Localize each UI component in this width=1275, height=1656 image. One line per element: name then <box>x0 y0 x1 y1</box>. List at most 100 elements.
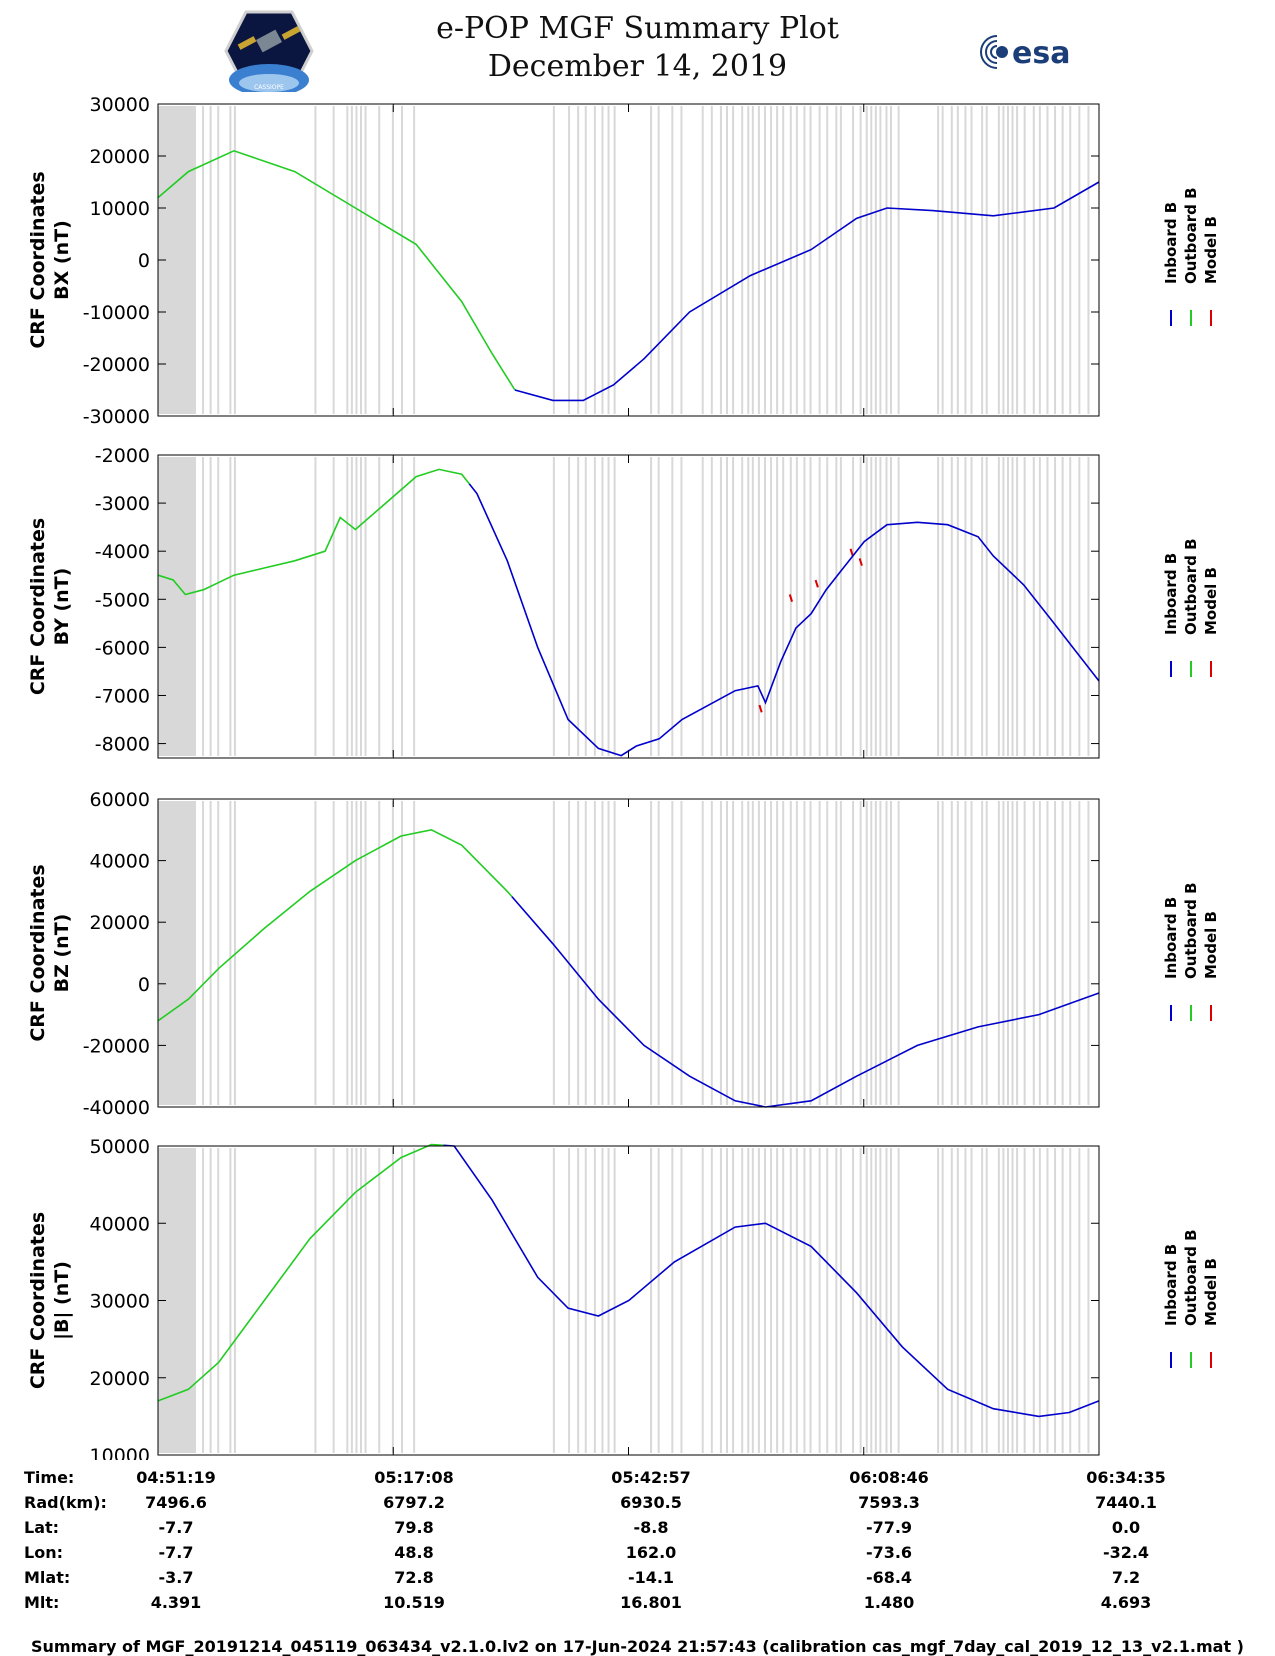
data-gap-band <box>941 801 944 1105</box>
data-gap-band <box>937 801 940 1105</box>
data-gap-band <box>1054 801 1057 1105</box>
data-gap-band <box>897 457 900 756</box>
data-gap-band <box>726 457 729 756</box>
data-gap-band <box>757 106 760 414</box>
y-axis-label: BY (nT) <box>51 568 73 646</box>
data-gap-band <box>859 106 862 414</box>
mlat-value: -14.1 <box>627 1568 675 1587</box>
data-gap-band <box>1087 106 1090 414</box>
data-gap-band <box>657 1148 660 1453</box>
data-gap-band <box>217 457 220 756</box>
data-gap-band <box>835 106 838 414</box>
y-tick-label: -30000 <box>83 406 150 428</box>
data-gap-band <box>233 457 236 756</box>
data-gap-band <box>1006 106 1009 414</box>
data-gap-band <box>568 1148 571 1453</box>
radius-row: Rad(km): 7496.6 6797.2 6930.5 7593.3 744… <box>20 1493 1260 1518</box>
data-gap-band <box>1078 106 1081 414</box>
model-b-spike <box>814 579 819 588</box>
outboard-b-line <box>157 149 516 391</box>
data-gap-band <box>1069 1148 1072 1453</box>
data-gap-band <box>1016 457 1019 756</box>
data-gap-band <box>890 801 893 1105</box>
data-gap-band <box>885 106 888 414</box>
outboard-b-line <box>157 828 513 1022</box>
mlat-label: Mlat: <box>24 1568 71 1587</box>
plot-date: December 14, 2019 <box>487 49 788 84</box>
data-gap-band <box>650 801 653 1105</box>
data-gap-band <box>1023 106 1026 414</box>
data-gap-band <box>229 1148 232 1453</box>
data-gap-band <box>1038 1148 1041 1453</box>
data-gap-band <box>657 801 660 1105</box>
chart-panel-2: -8000 -7000 -6000 -5000 -4000 -3000 -2000 CRF C… <box>27 445 1220 759</box>
chart-panel-1: -30000 -20000 -10000 0 10000 20000 30000 CRF Co… <box>27 94 1220 428</box>
data-gap-band <box>950 106 953 414</box>
data-gap-band <box>364 457 367 756</box>
data-gap-band <box>803 1148 806 1453</box>
data-gap-band <box>1054 106 1057 414</box>
data-gap-band <box>870 457 873 756</box>
model-b-spike <box>758 704 763 713</box>
data-gap-band <box>378 457 381 756</box>
data-gap-band <box>885 801 888 1105</box>
data-gap-band <box>956 801 959 1105</box>
y-tick-label: -20000 <box>83 354 150 376</box>
data-gap-band <box>956 457 959 756</box>
legend-label-outboard: Outboard B <box>1182 538 1200 635</box>
data-gap-band <box>985 106 988 414</box>
data-gap-band <box>607 106 610 414</box>
mission-badge-text: CASSIOPE <box>254 84 284 91</box>
data-gap-band <box>701 801 704 1105</box>
data-gap-band <box>350 1148 353 1453</box>
data-gap-band <box>209 801 212 1105</box>
radius-value: 7496.6 <box>145 1493 207 1512</box>
data-gap-band <box>577 106 580 414</box>
plot-title: e-POP MGF Summary Plot <box>436 11 839 46</box>
data-gap-band <box>710 106 713 414</box>
data-gap-band <box>741 106 744 414</box>
data-gap-band <box>1061 457 1064 756</box>
data-gap-band <box>209 1148 212 1453</box>
mlt-value: 10.519 <box>383 1593 445 1612</box>
data-gap-band <box>1023 801 1026 1105</box>
data-gap-band <box>719 106 722 414</box>
data-gap-band <box>818 457 821 756</box>
lat-row: Lat: -7.7 79.8 -8.8 -77.9 0.0 <box>20 1518 1260 1543</box>
data-gap-band <box>964 1148 967 1453</box>
data-gap-band <box>865 801 868 1105</box>
data-gap-band <box>789 457 792 756</box>
data-gap-band <box>885 1148 888 1453</box>
data-gap-band <box>1038 801 1041 1105</box>
data-gap-band <box>364 1148 367 1453</box>
data-gap-band <box>584 1148 587 1453</box>
data-gap-band <box>1006 1148 1009 1453</box>
lat-value: -8.8 <box>633 1518 669 1537</box>
data-gap-band <box>680 457 683 756</box>
data-gap-band <box>870 801 873 1105</box>
data-gap-band <box>818 106 821 414</box>
y-axis-label: |B| (nT) <box>51 1261 73 1340</box>
data-gap-band <box>650 457 653 756</box>
data-gap-band <box>1002 457 1005 756</box>
data-gap-band <box>202 801 205 1105</box>
data-gap-band <box>593 801 596 1105</box>
data-gap-band <box>607 457 610 756</box>
y-tick-label: -3000 <box>95 493 150 515</box>
data-gap-band <box>332 106 335 414</box>
data-gap-band <box>577 1148 580 1453</box>
data-gap-band <box>607 1148 610 1453</box>
plot-title-block: e-POP MGF Summary Plot December 14, 2019 <box>0 10 1275 86</box>
data-gap-band <box>391 1148 394 1453</box>
data-gap-band <box>577 801 580 1105</box>
data-gap-band <box>757 457 760 756</box>
data-gap-band <box>613 801 616 1105</box>
legend-label-model: Model B <box>1202 567 1220 635</box>
data-gap-band <box>747 457 750 756</box>
data-gap-band <box>763 801 766 1105</box>
data-gap-band <box>941 457 944 756</box>
data-gap-band <box>601 457 604 756</box>
data-gap-band <box>710 457 713 756</box>
data-gap-band <box>1016 801 1019 1105</box>
y-tick-label: 10000 <box>90 198 150 220</box>
